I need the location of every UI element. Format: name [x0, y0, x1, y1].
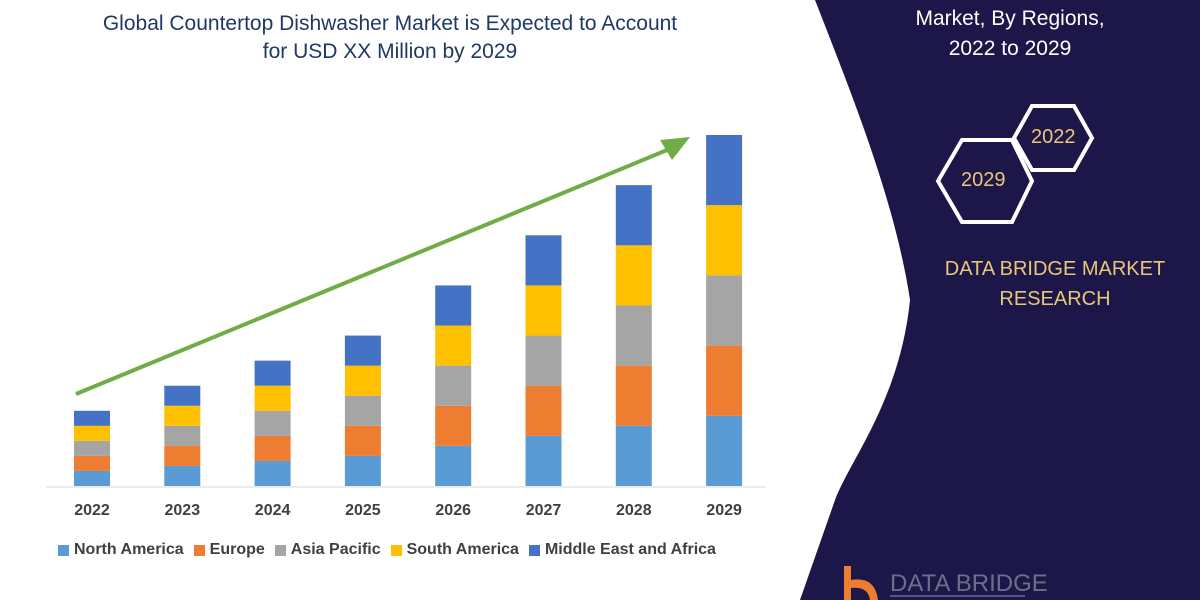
legend: North America Europe Asia Pacific South Ame…	[58, 541, 716, 559]
bar-2026-north-america	[435, 445, 472, 486]
legend-item: Middle East and Africa	[528, 541, 716, 559]
legend-swatch	[274, 544, 286, 556]
bar-2022-south-america	[74, 425, 110, 441]
trend-arrow	[75, 137, 690, 396]
brand-line-1: DATA BRIDGE MARKET	[944, 258, 1166, 280]
legend-swatch	[390, 544, 402, 556]
bar-2022-middle-east-and-africa	[74, 410, 110, 426]
panel-title-line-2: 2022 to 2029	[948, 37, 1072, 60]
title-line-1: Global Countertop Dishwasher Market is E…	[102, 12, 678, 35]
bar-2024-asia-pacific	[254, 410, 291, 436]
legend-swatch	[193, 544, 205, 556]
bar-2024-south-america	[254, 385, 291, 411]
bar-2027-middle-east-and-africa	[525, 235, 562, 286]
bar-2027-asia-pacific	[525, 335, 562, 386]
x-tick-label: 2026	[435, 502, 471, 519]
bar-2023-south-america	[164, 405, 201, 426]
legend-label: South America	[406, 541, 519, 558]
bar-2028-north-america	[615, 425, 652, 486]
panel-title: Market, By Regions, 2022 to 2029	[880, 4, 1140, 64]
legend-swatch	[58, 544, 69, 556]
legend-item: South America	[390, 541, 519, 559]
hex-label-2022: 2022	[1031, 126, 1076, 148]
x-tick-label: 2024	[254, 502, 291, 519]
bar-2029-europe	[706, 345, 743, 416]
bar-2025-south-america	[344, 365, 381, 396]
x-tick-label: 2025	[345, 502, 381, 519]
chart-title: Global Countertop Dishwasher Market is E…	[40, 10, 740, 66]
bar-2022-europe	[74, 455, 110, 471]
bar-2023-north-america	[164, 465, 201, 486]
brand-text: DATA BRIDGE MARKET RESEARCH	[920, 254, 1190, 314]
bar-2029-north-america	[706, 415, 743, 486]
bar-2022-north-america	[74, 470, 110, 486]
bar-2029-south-america	[706, 205, 743, 276]
title-line-2: for USD XX Million by 2029	[262, 40, 518, 63]
legend-label: Middle East and Africa	[544, 541, 716, 558]
bar-2027-north-america	[525, 435, 562, 486]
bar-2023-europe	[164, 445, 201, 466]
bar-2024-europe	[254, 435, 291, 461]
x-tick-label: 2022	[74, 502, 110, 519]
bar-2029-asia-pacific	[706, 275, 743, 346]
bar-2026-asia-pacific	[435, 365, 472, 406]
logo-icon	[844, 566, 1025, 600]
bar-2023-asia-pacific	[164, 425, 201, 446]
bar-2026-middle-east-and-africa	[435, 285, 472, 326]
bar-2025-middle-east-and-africa	[344, 335, 381, 366]
bar-2028-middle-east-and-africa	[615, 185, 652, 246]
brand-line-2: RESEARCH	[999, 288, 1111, 310]
legend-swatch	[528, 544, 540, 556]
panel-title-line-1: Market, By Regions,	[915, 7, 1105, 30]
legend-item: Asia Pacific	[274, 541, 381, 559]
bar-2026-south-america	[435, 325, 472, 366]
bar-2027-south-america	[525, 285, 562, 336]
x-tick-label: 2027	[525, 502, 562, 519]
legend-label: Asia Pacific	[290, 541, 381, 558]
bar-2023-middle-east-and-africa	[164, 385, 201, 406]
x-tick-label: 2028	[616, 502, 652, 519]
bar-2028-europe	[615, 365, 652, 426]
dark-panel	[800, 0, 1200, 600]
x-tick-label: 2029	[706, 502, 742, 519]
legend-label: North America	[74, 541, 184, 558]
hexagon-2022	[1011, 104, 1095, 172]
logo-text: DATA BRIDGE	[890, 570, 1048, 597]
x-tick-label: 2023	[164, 502, 201, 519]
hex-label-2029: 2029	[961, 169, 1006, 191]
bar-2025-asia-pacific	[344, 395, 381, 426]
bar-2027-europe	[525, 385, 562, 436]
legend-label: Europe	[209, 541, 265, 558]
bar-2029-middle-east-and-africa	[706, 135, 743, 206]
bar-2024-north-america	[254, 460, 291, 486]
legend-item: Europe	[193, 541, 265, 559]
hexagon-2029	[935, 138, 1035, 224]
bar-2028-asia-pacific	[615, 305, 652, 366]
bar-2026-europe	[435, 405, 472, 446]
bar-2025-north-america	[344, 455, 381, 486]
bar-2024-middle-east-and-africa	[254, 360, 291, 386]
legend-item: North America	[58, 541, 184, 559]
bar-2028-south-america	[615, 245, 652, 306]
bar-2025-europe	[344, 425, 381, 456]
bar-2022-asia-pacific	[74, 440, 110, 456]
